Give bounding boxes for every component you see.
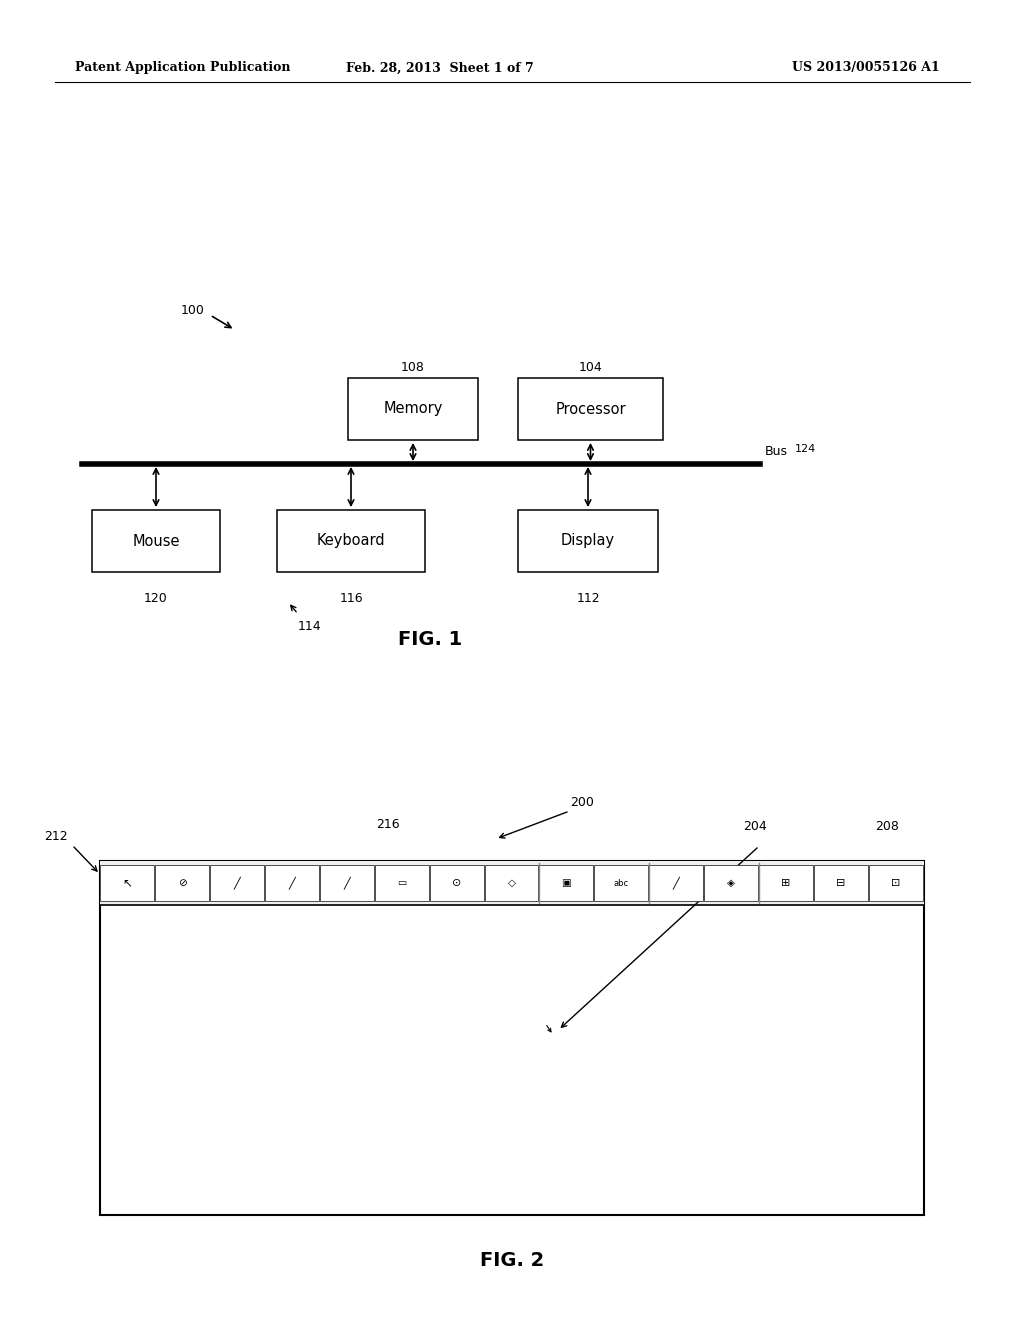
Text: 100: 100 [181,304,205,317]
Text: Bus: Bus [765,445,788,458]
Text: ╱: ╱ [343,876,350,890]
Bar [265,865,318,902]
Text: 212: 212 [44,830,68,843]
Text: ◈: ◈ [727,878,735,888]
Text: 116: 116 [339,591,362,605]
Text: 216: 216 [377,818,400,832]
Bar [100,861,924,1214]
Bar [540,865,593,902]
Bar [594,865,648,902]
Text: Memory: Memory [383,401,442,417]
Text: FIG. 1: FIG. 1 [398,630,462,649]
Text: 112: 112 [577,591,600,605]
Bar [869,865,923,902]
Text: 208: 208 [874,820,899,833]
Bar [375,865,429,902]
Text: Processor: Processor [555,401,626,417]
Text: ⊡: ⊡ [891,878,901,888]
Bar [705,865,758,902]
Bar [484,865,539,902]
Bar [100,861,924,906]
Text: ↖: ↖ [122,876,132,890]
Bar [210,865,264,902]
Bar [155,865,209,902]
Bar [759,865,813,902]
Text: Display: Display [561,533,615,549]
Text: ╱: ╱ [233,876,241,890]
Text: 114: 114 [298,620,322,634]
Bar [814,865,868,902]
Bar [348,378,478,440]
Text: 104: 104 [579,360,602,374]
Text: ⊟: ⊟ [837,878,846,888]
Text: 108: 108 [401,360,425,374]
Text: ▭: ▭ [397,878,407,888]
Bar [518,378,663,440]
Text: FIG. 2: FIG. 2 [480,1250,544,1270]
Bar [649,865,703,902]
Bar [100,865,154,902]
Text: ╱: ╱ [289,876,295,890]
Text: ◇: ◇ [508,878,515,888]
Text: Feb. 28, 2013  Sheet 1 of 7: Feb. 28, 2013 Sheet 1 of 7 [346,62,534,74]
Text: ⊞: ⊞ [781,878,791,888]
Bar [278,510,425,572]
Text: Patent Application Publication: Patent Application Publication [75,62,291,74]
Text: Mouse: Mouse [132,533,180,549]
Text: ▣: ▣ [561,878,571,888]
Text: ⊘: ⊘ [177,878,186,888]
Bar [319,865,374,902]
Text: 204: 204 [743,820,767,833]
Bar [430,865,483,902]
Text: ⊙: ⊙ [452,878,461,888]
Bar [518,510,658,572]
Text: US 2013/0055126 A1: US 2013/0055126 A1 [793,62,940,74]
Text: 200: 200 [569,796,594,809]
Bar [92,510,220,572]
Text: Keyboard: Keyboard [316,533,385,549]
Text: ╱: ╱ [673,876,680,890]
Text: abc: abc [613,879,629,887]
Text: 120: 120 [144,591,168,605]
Text: 124: 124 [795,444,816,454]
